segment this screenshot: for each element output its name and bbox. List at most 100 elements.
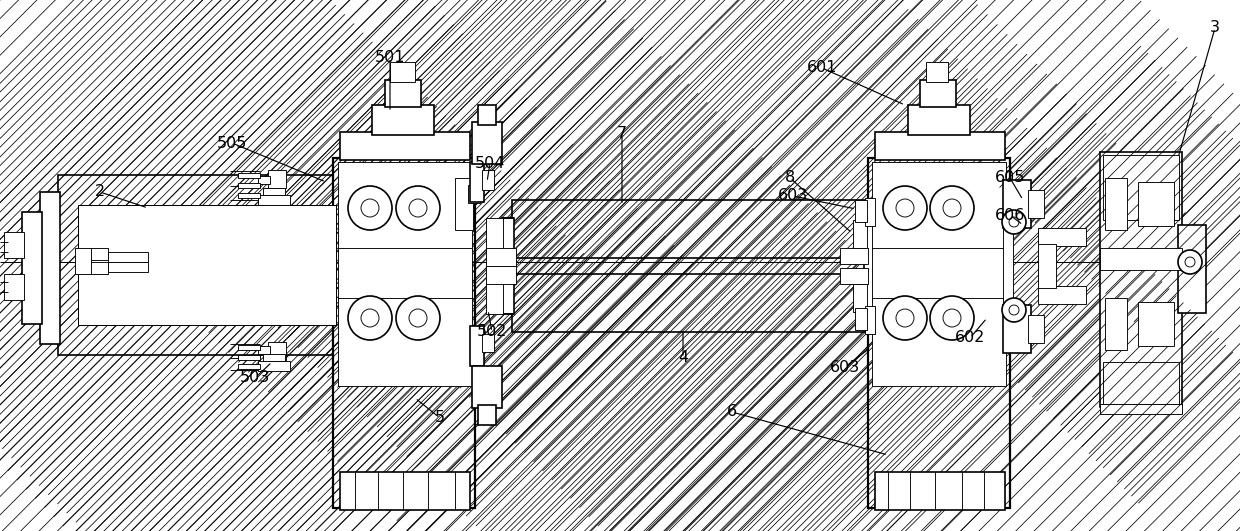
Bar (1028, 315, 1044, 343)
Circle shape (883, 296, 928, 340)
Bar (839, 248, 868, 264)
Bar (334, 158, 475, 508)
Bar (512, 274, 869, 332)
Circle shape (1002, 210, 1025, 234)
Circle shape (1009, 217, 1019, 227)
Text: 501: 501 (374, 50, 405, 65)
Bar (1003, 226, 1013, 308)
Bar (268, 342, 286, 360)
Bar (58, 175, 353, 355)
Bar (339, 162, 472, 250)
Text: 3: 3 (1210, 21, 1220, 36)
Bar (472, 122, 502, 164)
Bar (91, 262, 108, 274)
Bar (1003, 305, 1030, 353)
Circle shape (348, 296, 392, 340)
Bar (22, 212, 42, 324)
Bar (1105, 298, 1127, 350)
Bar (853, 284, 867, 312)
Bar (1138, 302, 1174, 346)
Text: 6: 6 (727, 405, 737, 419)
Bar (866, 198, 875, 226)
Bar (455, 178, 472, 230)
Bar (108, 262, 148, 272)
Bar (258, 176, 270, 184)
Bar (908, 105, 970, 135)
Text: 504: 504 (475, 156, 505, 170)
Bar (872, 162, 1006, 250)
Bar (258, 195, 290, 205)
Bar (334, 158, 475, 508)
Bar (512, 200, 869, 258)
Circle shape (1178, 250, 1202, 274)
Text: 505: 505 (217, 135, 247, 150)
Circle shape (942, 309, 961, 327)
Circle shape (409, 199, 427, 217)
Text: 2: 2 (95, 184, 105, 200)
Bar (872, 248, 1006, 300)
Bar (470, 162, 484, 202)
Bar (856, 200, 867, 222)
Circle shape (942, 199, 961, 217)
Bar (482, 170, 494, 190)
Bar (486, 282, 503, 314)
Bar (340, 132, 470, 160)
Bar (864, 218, 875, 314)
Text: 603: 603 (830, 359, 861, 374)
Bar (1100, 248, 1182, 270)
Bar (340, 472, 470, 510)
Text: 7: 7 (618, 125, 627, 141)
Bar (40, 192, 60, 344)
Bar (258, 361, 290, 371)
Bar (1038, 286, 1086, 304)
Bar (512, 274, 869, 332)
Text: 603: 603 (777, 189, 808, 203)
Bar (1105, 178, 1127, 230)
Text: 601: 601 (807, 61, 837, 75)
Bar (268, 170, 286, 188)
Bar (875, 132, 1004, 160)
Bar (4, 232, 24, 258)
Bar (339, 298, 472, 386)
Bar (238, 355, 260, 360)
Text: 5: 5 (435, 410, 445, 425)
Bar (477, 405, 496, 425)
Bar (1028, 190, 1044, 218)
Bar (238, 173, 260, 178)
Circle shape (396, 296, 440, 340)
Bar (258, 346, 270, 354)
Bar (339, 248, 472, 300)
Bar (1104, 155, 1179, 220)
Bar (238, 183, 260, 188)
Circle shape (361, 199, 379, 217)
Bar (1104, 362, 1179, 404)
Bar (1104, 362, 1179, 404)
Bar (82, 208, 332, 322)
Circle shape (361, 309, 379, 327)
Bar (868, 158, 1011, 508)
Bar (82, 208, 332, 322)
Circle shape (1185, 257, 1195, 267)
Text: 602: 602 (955, 330, 986, 346)
Circle shape (883, 186, 928, 230)
Bar (512, 200, 869, 258)
Bar (1178, 225, 1207, 313)
Text: 502: 502 (477, 324, 507, 339)
Circle shape (930, 186, 973, 230)
Circle shape (396, 186, 440, 230)
Bar (477, 105, 496, 125)
Bar (238, 193, 260, 198)
Bar (486, 266, 516, 284)
Bar (263, 188, 285, 195)
Bar (502, 218, 515, 314)
Text: 605: 605 (994, 170, 1025, 185)
Bar (1138, 182, 1174, 226)
Bar (238, 364, 260, 369)
Bar (920, 80, 956, 107)
Bar (372, 105, 434, 135)
Bar (839, 268, 868, 284)
Bar (1038, 228, 1086, 246)
Bar (856, 308, 867, 330)
Bar (1104, 155, 1179, 220)
Circle shape (930, 296, 973, 340)
